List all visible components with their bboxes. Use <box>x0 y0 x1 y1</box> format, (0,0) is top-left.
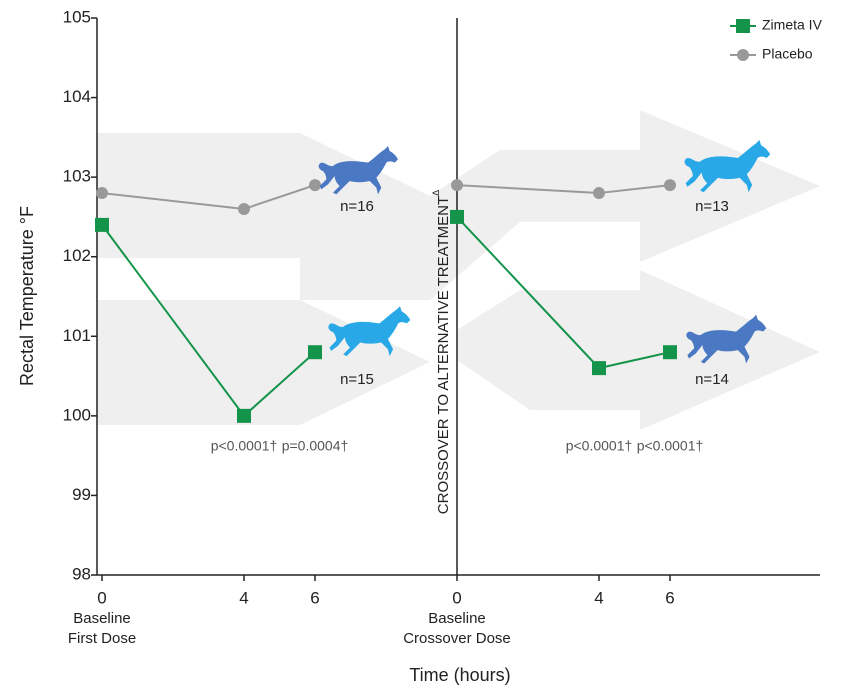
legend-marker <box>737 49 749 61</box>
legend-label: Zimeta IV <box>762 17 823 33</box>
baseline-label: Baseline <box>73 610 131 627</box>
y-tick-label: 101 <box>63 326 91 345</box>
data-point <box>663 345 677 359</box>
p-value-label: p<0.0001† <box>211 438 278 454</box>
y-tick-label: 102 <box>63 246 91 265</box>
p-value-label: p=0.0004† <box>282 438 349 454</box>
n-label: n=15 <box>340 371 374 388</box>
data-point <box>309 179 321 191</box>
data-point <box>237 409 251 423</box>
legend-label: Placebo <box>762 46 813 62</box>
y-tick-label: 99 <box>72 485 91 504</box>
y-tick-label: 103 <box>63 167 91 186</box>
x-axis-title: Time (hours) <box>409 665 510 685</box>
y-tick-label: 100 <box>63 405 91 424</box>
n-label: n=13 <box>695 198 729 215</box>
p-value-label: p<0.0001† <box>637 438 704 454</box>
data-point <box>593 187 605 199</box>
chart: 98 99 100 101 102 103 104 105 0 4 6 Baseline First D… <box>0 0 863 689</box>
crossover-text: CROSSOVER TO ALTERNATIVE TREATMENT <box>435 196 452 514</box>
n-label: n=16 <box>340 198 374 215</box>
x-tick-label: 4 <box>239 588 248 607</box>
data-point <box>664 179 676 191</box>
x-tick-label: 6 <box>310 588 319 607</box>
data-point <box>308 345 322 359</box>
x-tick-label: 4 <box>594 588 603 607</box>
baseline-label: Baseline <box>428 610 486 627</box>
data-point <box>592 361 606 375</box>
p-value-label: p<0.0001† <box>566 438 633 454</box>
y-tick-label: 105 <box>63 7 91 26</box>
dose-label: Crossover Dose <box>403 630 511 647</box>
data-point <box>238 203 250 215</box>
y-axis-title: Rectal Temperature °F <box>17 206 37 386</box>
y-tick-label: 98 <box>72 564 91 583</box>
data-point <box>95 218 109 232</box>
x-tick-label: 6 <box>665 588 674 607</box>
x-tick-label: 0 <box>97 588 106 607</box>
crossover-label: CROSSOVER TO ALTERNATIVE TREATMENTΔ <box>431 190 452 514</box>
y-tick-label: 104 <box>63 87 91 106</box>
data-point <box>96 187 108 199</box>
n-label: n=14 <box>695 371 729 388</box>
data-point <box>451 179 463 191</box>
x-tick-label: 0 <box>452 588 461 607</box>
data-point <box>450 210 464 224</box>
legend-marker <box>736 19 750 33</box>
dose-label: First Dose <box>68 630 136 647</box>
crossover-mark: Δ <box>431 190 441 196</box>
